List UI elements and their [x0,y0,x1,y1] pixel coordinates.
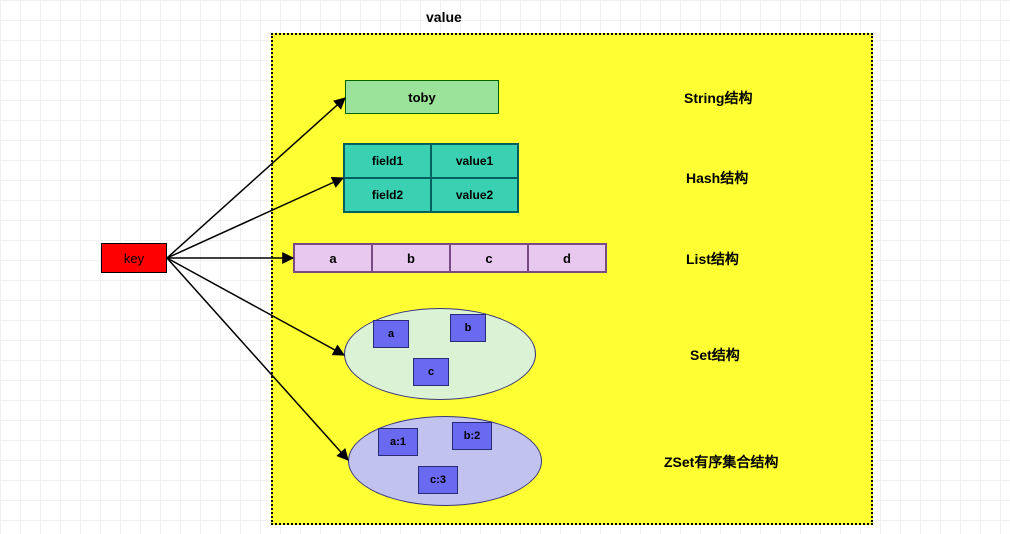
hash-cell: value2 [431,178,518,212]
zset-chip-text: c:3 [430,474,446,486]
string-label: String结构 [684,88,752,108]
list-cell: b [372,244,450,272]
zset-chip-text: b:2 [464,430,481,442]
key-node-label: key [124,251,144,266]
list-cell: d [528,244,606,272]
list-row: a b c d [293,243,607,273]
set-chip-text: c [428,366,434,378]
key-node: key [101,243,167,273]
list-cell: c [450,244,528,272]
diagram-canvas: value key toby String结构 field1 value1 fi… [0,0,1010,534]
set-chip: c [413,358,449,386]
set-chip: a [373,320,409,348]
list-label: List结构 [686,249,739,269]
string-box: toby [345,80,499,114]
zset-chip: a:1 [378,428,418,456]
hash-cell: value1 [431,144,518,178]
zset-chip-text: a:1 [390,436,406,448]
zset-chip: b:2 [452,422,492,450]
hash-label: Hash结构 [686,168,748,188]
hash-cell: field1 [344,144,431,178]
set-label: Set结构 [690,345,740,365]
string-value: toby [408,90,435,105]
zset-chip: c:3 [418,466,458,494]
hash-table: field1 value1 field2 value2 [343,143,519,213]
set-chip-text: b [465,322,472,334]
zset-label: ZSet有序集合结构 [664,452,778,472]
set-chip-text: a [388,328,394,340]
list-cell: a [294,244,372,272]
hash-cell: field2 [344,178,431,212]
value-title: value [426,9,462,25]
set-chip: b [450,314,486,342]
